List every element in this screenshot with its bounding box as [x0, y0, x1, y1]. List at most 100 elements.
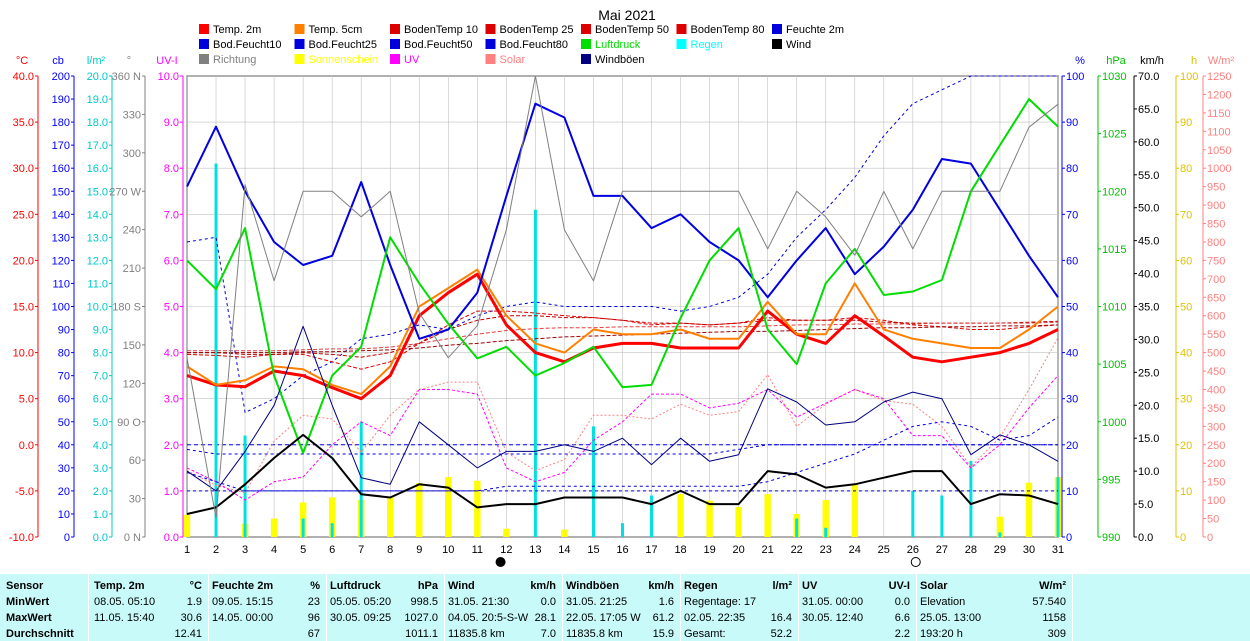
axis-tick-label: 330 [123, 109, 141, 121]
stats-label-sensor: Sensor [6, 580, 44, 592]
axis-tick-label: 90 O [117, 417, 141, 429]
x-tick-label: 9 [416, 544, 422, 556]
series-line-temp-2m [186, 272, 1059, 401]
axis-tick-label: 350 [1207, 403, 1225, 415]
stats-group-temp-2m: Temp. 2m °C 08.05. 05:10 1.9 11.05. 15:40 30.… [94, 578, 206, 640]
axis-tick-label: 360 N [112, 71, 141, 83]
axis-tick-label: 150 [1207, 477, 1225, 489]
stats-cell-label: Regentage: 17 [684, 596, 757, 608]
sunshine-bar [445, 477, 452, 537]
axis-tick-label: 5.0 [93, 417, 108, 429]
axis-tick-label: 16.0 [87, 163, 108, 175]
axis-tick-label: 50.0 [1138, 203, 1159, 215]
axis-tick-label: 3.0 [164, 394, 179, 406]
axis-tick-label: 1050 [1207, 145, 1231, 157]
axis-tick-label: 550 [1207, 329, 1225, 341]
axis-tick-label: 40 [1066, 348, 1078, 360]
axis-tick-label: 55.0 [1138, 170, 1159, 182]
axis-tick-label: 1.0 [164, 486, 179, 498]
axis-tick-label: 30.0 [13, 163, 34, 175]
axis-tick-label: 4.0 [164, 348, 179, 360]
axis-tick-label: 9.0 [93, 325, 108, 337]
legend-label: BodenTemp 10 [404, 24, 478, 36]
stats-unit: hPa [417, 580, 438, 592]
axis-tick-label: -10.0 [9, 532, 34, 544]
sunshine-bar [735, 507, 742, 537]
legend-label: Temp. 2m [213, 24, 261, 36]
axis-tick-label: 17.0 [87, 140, 108, 152]
stats-cell-label: 193:20 h [920, 628, 963, 640]
rain-bar [911, 490, 915, 537]
stats-group-solar: Solar W/m² Elevation 57.540 25.05. 13:00 1158… [920, 578, 1070, 640]
axis-tick-label: 300 [1207, 421, 1225, 433]
stats-label-avg: Durchschnitt [6, 628, 74, 640]
axis-tick-label: 80 [1180, 163, 1192, 175]
axis-unit: h [1191, 55, 1197, 67]
stats-unit: W/m² [1039, 580, 1066, 592]
stats-cell-value: 0.0 [540, 596, 556, 608]
axis-tick-label: 50 [58, 417, 70, 429]
axis-tick-label: 10.0 [87, 302, 108, 314]
soil-moisture-line [186, 416, 1059, 492]
axis-tick-label: 1025 [1102, 129, 1126, 141]
axis-tick-label: 1000 [1207, 163, 1231, 175]
stats-group-windb-en: Windböen km/h 31.05. 21:25 1.6 22.05. 17:05 … [566, 578, 678, 640]
axis-tick-label: 20.0 [1138, 400, 1159, 412]
soil-temp-line [187, 321, 1059, 352]
stats-cell-value: 12.41 [174, 628, 202, 640]
legend-label: Bod.Feucht10 [213, 39, 282, 51]
stats-cell-label: 31.05. 00:00 [802, 596, 864, 608]
chart-title: Mai 2021 [598, 7, 656, 23]
axis-tick-label: 65.0 [1138, 104, 1159, 116]
axis-tick-label: 11.0 [87, 278, 108, 290]
right-axes: %1009080706050403020100hPa10301025102010… [1061, 55, 1234, 544]
legend-swatch [581, 24, 591, 34]
axis-tick-label: 90 [1180, 117, 1192, 129]
axis-tick-label: 170 [52, 140, 70, 152]
stats-unit: km/h [648, 580, 674, 592]
axis-tick-label: 14.0 [87, 209, 108, 221]
axis-tick-label: 650 [1207, 292, 1225, 304]
axis-tick-label: 0 [1207, 532, 1213, 544]
axis-tick-label: 7.0 [93, 371, 108, 383]
axis-tick-label: 120 [52, 255, 70, 267]
legend-swatch [676, 24, 687, 34]
legend-label: Temp. 5cm [309, 24, 363, 36]
rain-bar [650, 495, 654, 537]
stats-cell-label: 04.05. 20:5-S-W [448, 612, 529, 624]
axis-tick-label: 1030 [1102, 71, 1126, 83]
stats-cell-value: 15.9 [652, 628, 674, 640]
moon-full-icon [910, 557, 921, 567]
axis-tick-label: 3.0 [93, 463, 108, 475]
series-line-luftdruck [186, 98, 1059, 454]
stats-cell-value: 1027.0 [404, 612, 438, 624]
axis-tick-label: 80 [1066, 163, 1078, 175]
axis-tick-label: 5.0 [164, 302, 179, 314]
rain-bar [301, 518, 305, 537]
axis-tick-label: 1200 [1207, 89, 1231, 101]
legend-swatch [772, 24, 782, 34]
axis-tick-label: 60.0 [1138, 137, 1159, 149]
series-line-temp-5cm [186, 268, 1059, 396]
axis-tick-label: 20.0 [13, 255, 34, 267]
legend-label: Wind [786, 39, 811, 51]
axis-tick-label: 1150 [1207, 108, 1231, 120]
rain-bar [621, 523, 624, 537]
axis-tick-label: 750 [1207, 255, 1225, 267]
sunshine-bar [822, 500, 829, 537]
rain-bar [330, 523, 334, 537]
stats-cell-label: 05.05. 05:20 [330, 596, 392, 608]
x-tick-label: 7 [358, 544, 364, 556]
axis-tick-label: 25.0 [13, 209, 34, 221]
stats-cell-label: 11.05. 15:40 [94, 612, 155, 624]
legend-swatch [294, 54, 305, 64]
axis-tick-label: 45.0 [1138, 236, 1159, 248]
legend-label: Regen [691, 39, 723, 51]
legend-label: Solar [500, 54, 526, 66]
axis-tick-label: 4.0 [93, 440, 108, 452]
axis-tick-label: 35.0 [1138, 302, 1159, 314]
sunshine-bar [677, 494, 684, 537]
axis-tick-label: 15.0 [1138, 433, 1159, 445]
stats-cell-label: 11835.8 km [448, 628, 505, 640]
sunshine-bar [851, 484, 858, 537]
